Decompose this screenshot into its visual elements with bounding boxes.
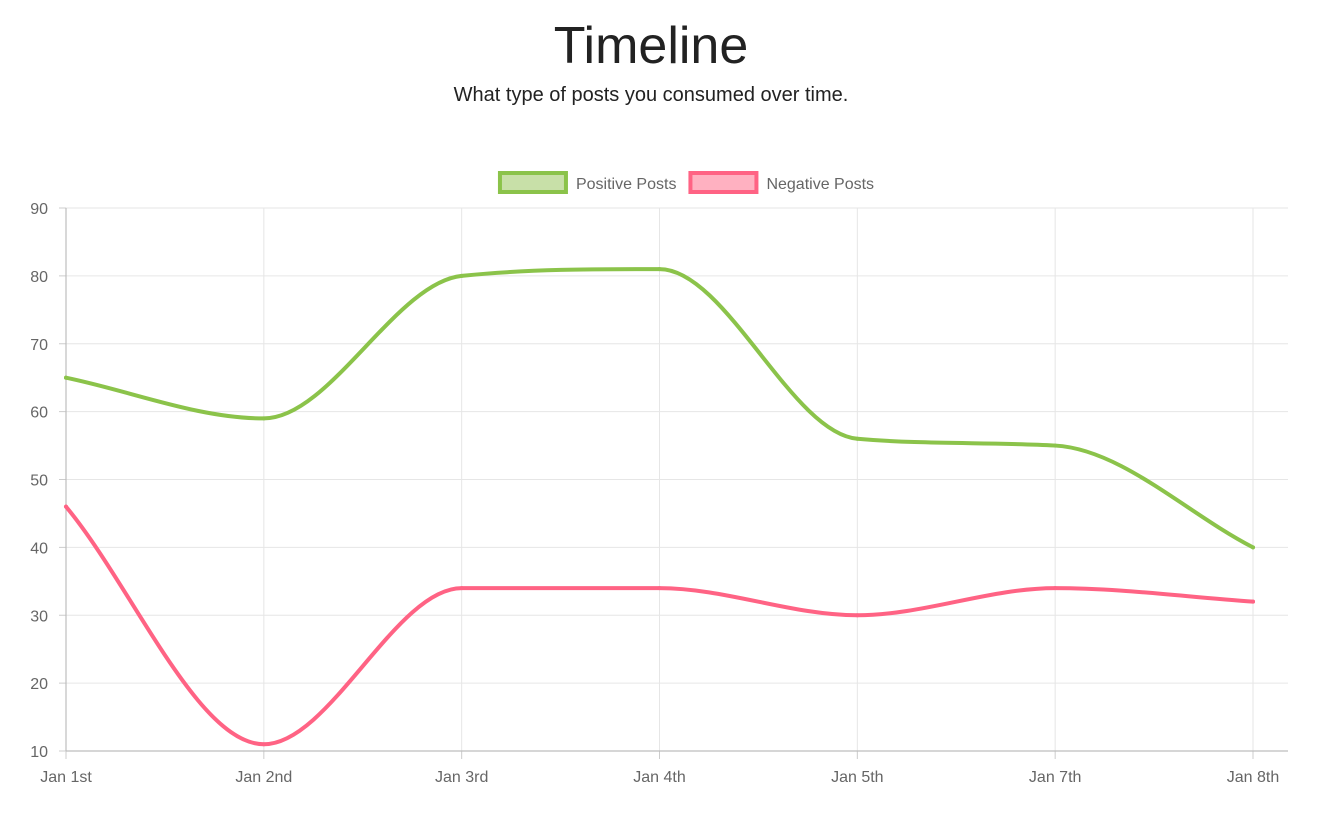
y-tick-label: 80: [30, 269, 48, 286]
y-tick-label: 50: [30, 473, 48, 490]
x-tick-label: Jan 8th: [1227, 769, 1279, 786]
legend-swatch-positive-posts: [497, 171, 568, 194]
positive-posts-point[interactable]: [459, 273, 464, 278]
series: [64, 267, 1255, 747]
legend-item-negative-posts[interactable]: Negative Posts: [688, 171, 874, 194]
legend[interactable]: Positive Posts Negative Posts: [497, 171, 874, 194]
y-tick-label: 70: [30, 337, 48, 354]
negative-posts-point[interactable]: [64, 504, 68, 509]
positive-posts-point[interactable]: [1053, 443, 1058, 448]
negative-posts-point[interactable]: [1251, 599, 1255, 604]
grid: [65, 207, 1288, 752]
legend-item-positive-posts[interactable]: Positive Posts: [497, 171, 676, 194]
x-tick-label: Jan 4th: [633, 769, 685, 786]
axes: 10 20 30 40 50 60 70 80 90 Jan 1st Jan 2nd Jan 3rd J…: [30, 201, 1288, 786]
positive-posts-point[interactable]: [855, 436, 860, 441]
y-tick-label: 60: [30, 405, 48, 422]
y-tick-label: 90: [30, 201, 48, 218]
legend-label: Negative Posts: [766, 176, 874, 193]
x-tick-label: Jan 5th: [831, 769, 883, 786]
y-tick-label: 10: [30, 744, 48, 761]
y-tick-label: 40: [30, 540, 48, 557]
x-tick-label: Jan 3rd: [435, 769, 488, 786]
y-tick-label: 20: [30, 676, 48, 693]
negative-posts-point[interactable]: [855, 613, 860, 618]
x-tick-label: Jan 1st: [40, 769, 92, 786]
chart-title: Timeline: [553, 17, 749, 75]
y-tick-label: 30: [30, 608, 48, 625]
negative-posts-point[interactable]: [657, 586, 662, 591]
positive-posts-point[interactable]: [657, 267, 662, 272]
negative-posts-point[interactable]: [459, 586, 464, 591]
negative-posts-point[interactable]: [1053, 586, 1058, 591]
negative-posts-line: [64, 504, 1255, 747]
positive-posts-point[interactable]: [64, 375, 68, 380]
x-tick-label: Jan 7th: [1029, 769, 1081, 786]
legend-label: Positive Posts: [576, 176, 676, 193]
x-tick-label: Jan 2nd: [235, 769, 292, 786]
legend-swatch-negative-posts: [688, 171, 759, 194]
positive-posts-point[interactable]: [1251, 545, 1255, 550]
positive-posts-point[interactable]: [261, 416, 266, 421]
chart-subtitle: What type of posts you consumed over tim…: [453, 84, 849, 106]
negative-posts-point[interactable]: [261, 742, 266, 747]
